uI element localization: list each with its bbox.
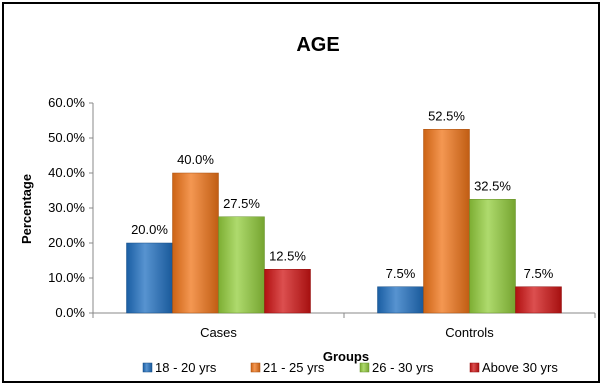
data-label: 27.5% <box>223 196 260 211</box>
bar-cases-2 <box>218 216 265 314</box>
x-tick-label: Controls <box>445 325 494 340</box>
data-label: 12.5% <box>269 248 306 263</box>
chart-frame <box>2 2 600 383</box>
legend-label: Above 30 yrs <box>482 360 558 375</box>
legend-swatch <box>142 362 153 373</box>
data-label: 40.0% <box>177 152 214 167</box>
y-tick-label: 60.0% <box>48 95 85 110</box>
legend-label: 21 - 25 yrs <box>263 360 325 375</box>
legend-swatch <box>469 362 480 373</box>
legend-swatch <box>250 362 261 373</box>
y-tick-label: 30.0% <box>48 200 85 215</box>
y-axis: 0.0% 10.0% 20.0% 30.0% 40.0% 50.0% 60.0% <box>48 95 94 320</box>
data-label: 7.5% <box>524 266 554 281</box>
y-tick-label: 20.0% <box>48 235 85 250</box>
data-label: 52.5% <box>428 108 465 123</box>
bar-controls-3 <box>515 286 562 314</box>
bar-controls-0 <box>377 286 424 314</box>
legend: 18 - 20 yrs 21 - 25 yrs 26 - 30 yrs Above 3… <box>142 360 558 375</box>
data-label: 20.0% <box>131 222 168 237</box>
y-tick-label: 10.0% <box>48 270 85 285</box>
bar-cases-3 <box>264 269 311 314</box>
y-tick-label: 50.0% <box>48 130 85 145</box>
bar-controls-2 <box>469 199 516 314</box>
y-axis-label: Percentage <box>19 174 34 244</box>
y-tick-label: 0.0% <box>55 305 85 320</box>
data-label: 32.5% <box>474 178 511 193</box>
x-axis-label: Groups <box>323 349 369 364</box>
data-labels: 20.0% 40.0% 27.5% 12.5% 7.5% 52.5% 32.5% 7.5% <box>131 108 554 281</box>
legend-label: 26 - 30 yrs <box>372 360 434 375</box>
bars <box>126 129 562 314</box>
legend-label: 18 - 20 yrs <box>155 360 217 375</box>
legend-swatch <box>359 362 370 373</box>
data-label: 7.5% <box>386 266 416 281</box>
chart-title: AGE <box>296 34 339 56</box>
y-tick-label: 40.0% <box>48 165 85 180</box>
bar-cases-1 <box>172 172 219 314</box>
x-tick-label: Cases <box>200 325 237 340</box>
x-axis: Cases Controls <box>92 312 596 340</box>
bar-cases-0 <box>126 242 173 314</box>
bar-controls-1 <box>423 129 470 314</box>
